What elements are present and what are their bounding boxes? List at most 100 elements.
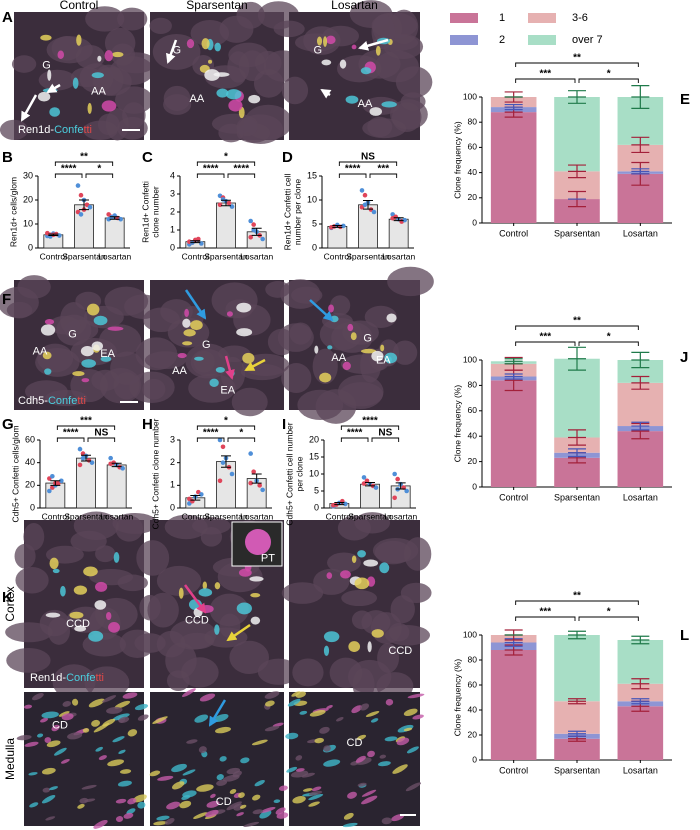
x-tick-label: Sparsentan: [348, 511, 392, 521]
tubule: [273, 20, 305, 38]
tubule: [390, 595, 415, 624]
y-axis-label: Clone frequency (%): [452, 385, 462, 463]
x-tick-label: Losartan: [98, 251, 131, 261]
labeled-cell: [214, 582, 221, 590]
cell: [45, 816, 56, 821]
significance-bracket: [515, 341, 576, 346]
labeled-cell: [74, 625, 87, 632]
data-point: [217, 478, 223, 484]
cell: [137, 714, 149, 721]
error-bar: [568, 164, 586, 179]
cell: [137, 801, 146, 809]
inset-cell: [245, 529, 271, 555]
cell: [127, 729, 138, 737]
bar-segment: [554, 701, 600, 734]
data-point: [251, 222, 256, 227]
tubule: [117, 7, 148, 31]
labeled-cell: [95, 581, 108, 592]
labeled-cell: [236, 602, 252, 615]
cell: [379, 754, 387, 759]
stain-part: Confe: [66, 672, 95, 684]
stain-part: tti: [77, 395, 86, 407]
micrograph: [134, 514, 300, 692]
error-bar: [395, 482, 406, 490]
error-bar: [568, 448, 586, 458]
cell: [95, 746, 103, 752]
data-point: [251, 469, 256, 475]
cell: [117, 780, 132, 787]
labeled-cell: [323, 631, 340, 643]
cell: [238, 792, 245, 798]
bar: [216, 202, 236, 249]
bar-segment: [554, 738, 600, 760]
tubule: [105, 108, 129, 141]
data-point: [402, 217, 407, 223]
data-point: [108, 461, 113, 467]
arrow: [358, 38, 389, 51]
labeled-cell: [83, 566, 98, 577]
cell: [226, 767, 241, 775]
error-bar: [568, 698, 586, 705]
cell: [236, 812, 244, 817]
cell: [133, 794, 147, 803]
image-label: AA: [33, 345, 48, 357]
labeled-cell: [371, 350, 384, 362]
cell: [115, 798, 127, 804]
labeled-cell: [182, 341, 193, 346]
cell: [60, 758, 70, 764]
arrow: [166, 39, 178, 64]
y-tick-label: 60: [468, 679, 478, 689]
cell: [166, 801, 181, 810]
labeled-cell: [106, 612, 112, 621]
tubule: [156, 565, 202, 596]
labeled-cell: [91, 341, 103, 351]
labeled-cell: [40, 34, 52, 41]
y-tick-label: 10: [309, 468, 319, 478]
data-point: [359, 188, 365, 193]
cell: [98, 755, 107, 761]
y-tick-label: 0: [170, 242, 175, 252]
cell: [308, 793, 324, 801]
significance-label: ***: [539, 607, 551, 618]
panel-letter: E: [680, 91, 690, 108]
cell: [265, 700, 275, 707]
cell: [365, 711, 380, 718]
tubule: [85, 6, 125, 32]
micrograph: [5, 511, 158, 700]
data-point: [361, 481, 367, 486]
cell: [62, 701, 72, 707]
error-bar: [81, 454, 91, 462]
significance-bracket: [87, 437, 116, 442]
image-label: CCD: [388, 645, 412, 657]
bar: [104, 217, 125, 249]
tubule: [95, 545, 116, 563]
y-tick-label: 20: [468, 456, 478, 466]
cell: [407, 693, 425, 699]
labeled-cell: [342, 361, 351, 371]
image-label: AA: [172, 365, 187, 377]
cell: [381, 817, 392, 825]
panel-letter: D: [282, 149, 293, 166]
data-point: [371, 209, 377, 215]
labeled-cell: [381, 101, 397, 108]
y-tick-label: 15: [309, 451, 319, 461]
tubule: [17, 275, 51, 299]
bar-segment: [617, 683, 664, 702]
y-axis-label: Clone frequency (%): [452, 659, 462, 737]
cell: [229, 789, 237, 794]
data-point: [89, 460, 95, 465]
tubule: [354, 512, 391, 534]
y-tick-label: 3: [170, 434, 175, 444]
significance-bracket: [85, 173, 114, 178]
labeled-cell: [40, 324, 56, 336]
y-tick-label: 30: [23, 170, 33, 180]
significance-bracket: [338, 161, 398, 166]
data-point: [248, 451, 253, 456]
significance-bracket: [578, 78, 639, 83]
error-bar: [251, 473, 262, 484]
image-label: EA: [220, 384, 235, 396]
labeled-cell: [214, 624, 220, 635]
tubule: [362, 118, 407, 139]
tubule: [70, 530, 107, 552]
